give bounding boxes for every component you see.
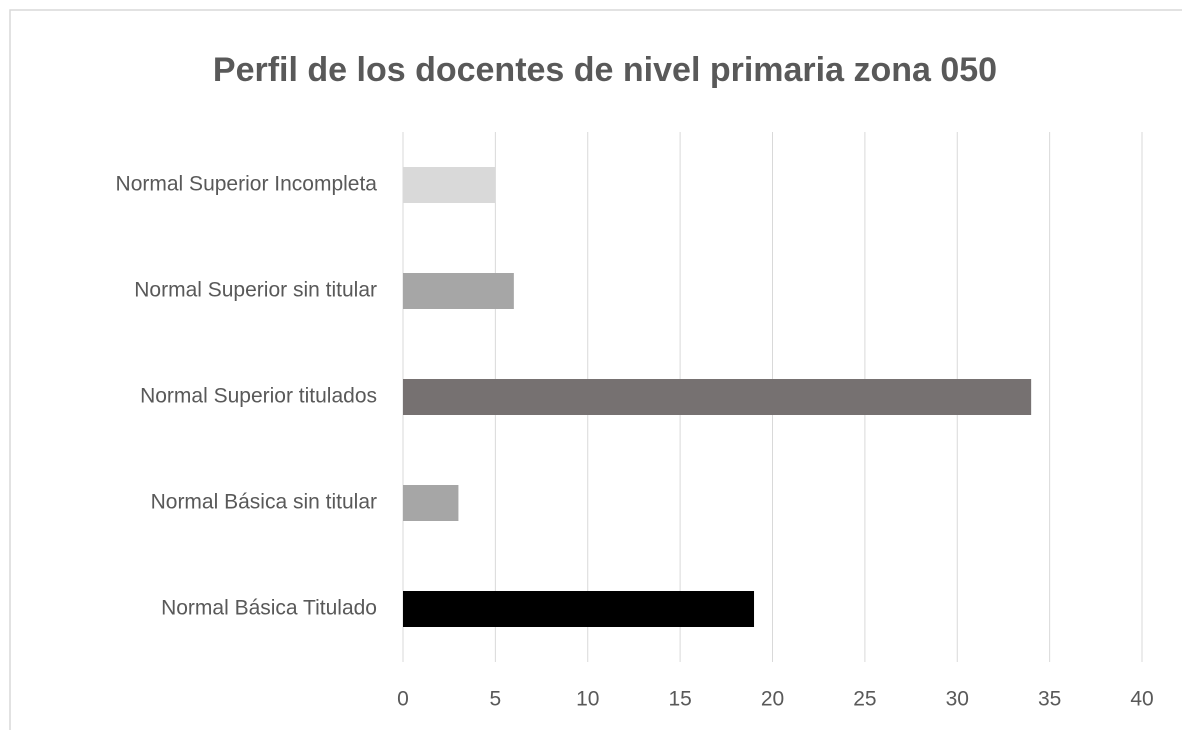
x-tick-label: 35 — [1038, 688, 1061, 711]
x-tick-label: 40 — [1130, 688, 1153, 711]
x-tick-label: 25 — [853, 688, 876, 711]
x-tick-label: 30 — [946, 688, 969, 711]
chart-border — [9, 9, 1182, 730]
y-tick-label: Normal Básica Titulado — [161, 597, 377, 620]
chart-title: Perfil de los docentes de nivel primaria… — [213, 51, 997, 89]
y-tick-label: Normal Superior sin titular — [134, 279, 377, 302]
x-tick-label: 15 — [668, 688, 691, 711]
x-tick-label: 10 — [576, 688, 599, 711]
bar — [403, 273, 514, 309]
x-tick-label: 20 — [761, 688, 784, 711]
bar — [403, 591, 755, 627]
y-tick-label: Normal Superior Incompleta — [116, 173, 378, 196]
bar — [403, 379, 1032, 415]
y-tick-label: Normal Básica sin titular — [151, 491, 377, 514]
x-tick-label: 5 — [490, 688, 502, 711]
y-tick-label: Normal Superior titulados — [140, 385, 377, 408]
bar — [403, 485, 459, 521]
bar — [403, 167, 496, 203]
x-tick-label: 0 — [397, 688, 409, 711]
